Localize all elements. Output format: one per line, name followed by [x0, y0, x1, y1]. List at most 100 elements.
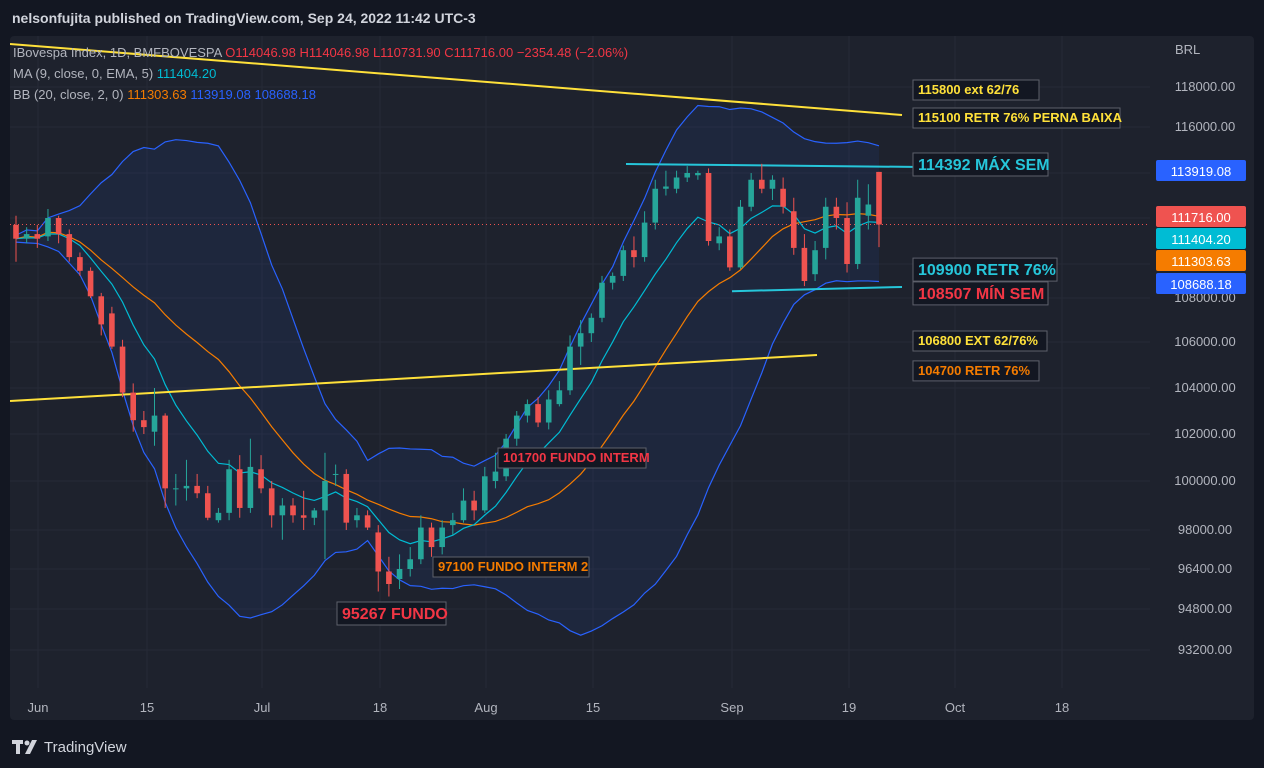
candle-body: [652, 188, 659, 223]
candle-body: [535, 404, 541, 423]
y-axis-tick-label: 106000.00: [1174, 334, 1235, 349]
price-badge: [1156, 250, 1246, 271]
annotation-box: [912, 281, 1049, 306]
candle-body: [716, 236, 722, 244]
price-badge: [1156, 273, 1246, 294]
ema-label: MA (9, close, 0, EMA, 5): [13, 66, 154, 81]
y-axis-tick-label: 116000.00: [1175, 119, 1236, 134]
annotation-label: 97100 FUNDO INTERM 2: [438, 559, 588, 574]
annotation-label: 109900 RETR 76%: [918, 262, 1056, 279]
ohlc-low: L110731.90: [372, 45, 441, 60]
x-axis-tick-label: 18: [373, 700, 387, 715]
candle-body: [23, 234, 30, 239]
candle-body: [34, 234, 41, 239]
candle-body: [663, 186, 669, 189]
candle-body: [141, 420, 147, 428]
y-axis-tick-label: 94800.00: [1178, 601, 1232, 616]
candle-body: [375, 532, 382, 572]
chart-panel[interactable]: 118000.00116000.00114000.00112000.001100…: [10, 36, 1254, 720]
candle-body: [471, 500, 477, 511]
ohlc-change: −2354.48 (−2.06%): [516, 45, 629, 60]
candle-body: [226, 469, 232, 513]
y-axis-tick-label: 93200.00: [1178, 642, 1232, 657]
annotation-label: 104700 RETR 76%: [918, 363, 1030, 378]
annotation-label: 115800 ext 62/76: [918, 82, 1019, 97]
candle-body: [780, 188, 786, 207]
candle-body: [311, 510, 318, 518]
candle-body: [354, 515, 360, 521]
candle-body: [98, 296, 105, 325]
price-badge: [1156, 228, 1246, 249]
y-axis-tick-label: 118000.00: [1175, 79, 1236, 94]
candle-body: [865, 204, 872, 216]
annotation-box: [497, 447, 647, 469]
ema-value: 111404.20: [156, 66, 217, 81]
x-axis-tick-label: Aug: [474, 700, 497, 715]
candle-body: [322, 481, 328, 511]
y-axis-tick-label: 98000.00: [1178, 522, 1232, 537]
candle-body: [801, 247, 808, 281]
y-axis-tick-label: 96400.00: [1178, 561, 1232, 576]
symbol-legend[interactable]: IBovespa Index, 1D, BMFBOVESPA O114046.9…: [13, 45, 628, 60]
candle-body: [343, 473, 350, 523]
candle-body: [45, 218, 51, 237]
price-badge: [1156, 206, 1246, 227]
candle-body: [194, 485, 200, 494]
candle-body: [567, 346, 573, 391]
candle-body: [87, 270, 94, 297]
candle-body: [55, 218, 62, 235]
x-axis-tick-label: 15: [140, 700, 154, 715]
annotation-label: 108507 MÍN SEM: [918, 284, 1044, 303]
candle-body: [609, 275, 616, 283]
price-badge: [1156, 160, 1246, 181]
ema-legend[interactable]: MA (9, close, 0, EMA, 5) 111404.20: [13, 66, 216, 81]
candle-body: [460, 500, 467, 521]
publisher-header: nelsonfujita published on TradingView.co…: [12, 10, 476, 26]
candle-body: [844, 218, 850, 264]
candle-body: [833, 206, 840, 218]
bb-upper-value: 113919.08: [190, 87, 251, 102]
bb-legend[interactable]: BB (20, close, 2, 0) 111303.63 113919.08…: [13, 87, 316, 102]
candle-body: [332, 473, 339, 475]
weekly-low-line: [731, 285, 903, 293]
y-axis-tick-label: 104000.00: [1174, 380, 1235, 395]
candle-body: [599, 282, 605, 318]
candle-body: [162, 415, 168, 489]
candle-body: [151, 415, 158, 432]
symbol-name: IBovespa Index, 1D, BMFBOVESPA: [13, 45, 222, 60]
candlestick-chart[interactable]: 118000.00116000.00114000.00112000.001100…: [10, 36, 1254, 720]
candle-body: [684, 173, 691, 178]
candle-body: [790, 211, 797, 248]
candle-body: [727, 236, 733, 268]
candle-body: [130, 392, 136, 421]
candle-body: [450, 520, 456, 526]
candle-body: [748, 179, 754, 207]
candle-body: [439, 527, 445, 548]
price-badge-label: 111716.00: [1171, 210, 1231, 225]
candle-body: [641, 222, 648, 258]
annotation-box: [912, 79, 1040, 101]
candle-body: [279, 505, 286, 516]
tradingview-logo-icon: [12, 740, 37, 754]
ema-line: [15, 205, 880, 545]
candle-body: [854, 197, 861, 264]
annotation-box: [912, 360, 1040, 382]
candle-body: [428, 527, 435, 548]
annotation-box: [912, 257, 1058, 282]
annotation-box: [912, 107, 1121, 129]
bb-label: BB (20, close, 2, 0): [13, 87, 124, 102]
annotation-box: [912, 330, 1048, 352]
candle-body: [204, 493, 211, 518]
candle-body: [364, 515, 371, 528]
candle-body: [66, 234, 73, 258]
candle-body: [513, 415, 520, 439]
price-badge-label: 111404.20: [1171, 232, 1231, 247]
price-badge-label: 113919.08: [1171, 164, 1232, 179]
candle-body: [396, 569, 403, 579]
footer-brand: TradingView: [44, 738, 127, 756]
ohlc-open: O114046.98: [225, 45, 296, 60]
candle-body: [673, 177, 680, 189]
x-axis-tick-label: 19: [842, 700, 856, 715]
candle-body: [631, 250, 637, 258]
ohlc-close: C111716.00: [444, 45, 514, 60]
